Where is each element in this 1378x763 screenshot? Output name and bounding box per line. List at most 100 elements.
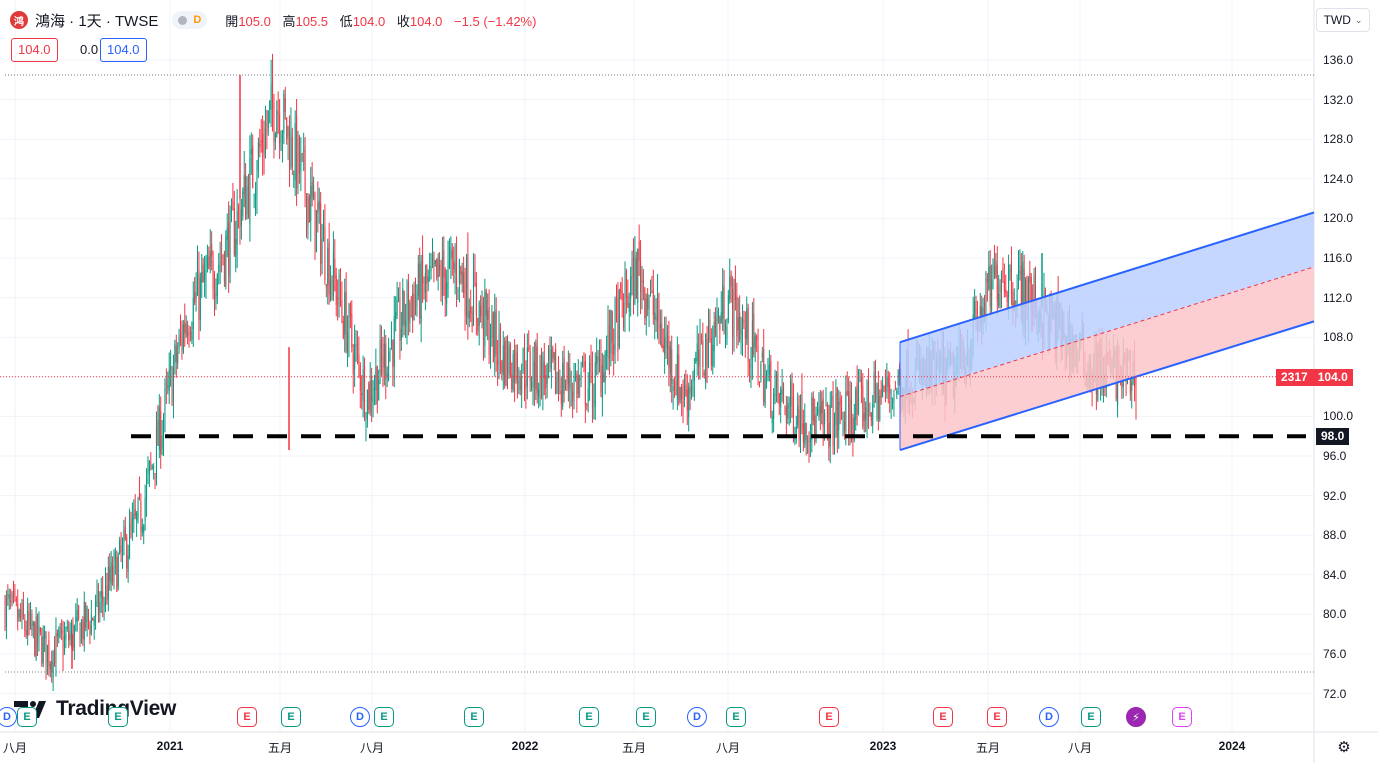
candle-body xyxy=(154,473,156,475)
candle-body xyxy=(573,376,575,397)
earnings-event-icon[interactable]: E xyxy=(579,707,599,727)
candle-body xyxy=(596,355,598,365)
gear-icon[interactable]: ⚙ xyxy=(1337,739,1351,756)
dividend-event-icon[interactable]: D xyxy=(687,707,707,727)
candle-body xyxy=(641,279,643,301)
currency-button[interactable]: TWD ⌄ xyxy=(1316,8,1370,32)
candle-body xyxy=(791,383,793,404)
price-axis-label: 92.0 xyxy=(1323,488,1347,503)
candle-body xyxy=(693,368,695,382)
candle-body xyxy=(474,269,476,287)
candle-body xyxy=(618,289,620,347)
candle-body xyxy=(521,375,523,395)
candle-body xyxy=(853,417,855,436)
candle-body xyxy=(204,269,206,282)
sell-price-box[interactable]: 104.0 xyxy=(11,38,58,62)
candle-body xyxy=(775,374,777,386)
candle-body xyxy=(883,385,885,391)
change-value: −1.5 (−1.42%) xyxy=(454,13,537,29)
earnings-event-icon[interactable]: E xyxy=(237,707,257,727)
candle-body xyxy=(807,440,809,443)
candle-body xyxy=(335,275,337,305)
candle-body xyxy=(859,380,861,382)
candle-body xyxy=(247,184,249,216)
market-status-pill[interactable]: D xyxy=(172,11,208,29)
candle-body xyxy=(715,316,717,336)
candle-body xyxy=(535,342,537,391)
candle-body xyxy=(223,253,225,282)
earnings-event-icon[interactable]: E xyxy=(464,707,484,727)
earnings-event-icon[interactable]: E xyxy=(108,707,128,727)
candle-body xyxy=(890,397,892,399)
dividend-event-icon[interactable]: D xyxy=(350,707,370,727)
candle-body xyxy=(822,398,824,427)
earnings-event-icon[interactable]: E xyxy=(726,707,746,727)
candle-body xyxy=(637,248,639,303)
symbol-title[interactable]: 鴻海 · 1天 · TWSE xyxy=(35,12,159,30)
candle-body xyxy=(105,582,107,600)
earnings-event-icon[interactable]: E xyxy=(987,707,1007,727)
candle-body xyxy=(89,624,91,635)
earnings-event-icon[interactable]: E xyxy=(636,707,656,727)
candle-body xyxy=(582,363,584,366)
candle-body xyxy=(8,594,10,599)
candle-body xyxy=(447,260,449,290)
earnings-event-icon[interactable]: E xyxy=(281,707,301,727)
candle-body xyxy=(246,186,248,215)
candle-body xyxy=(55,632,57,663)
candle-body xyxy=(436,258,438,278)
earnings-event-icon[interactable]: E xyxy=(374,707,394,727)
price-axis-label: 76.0 xyxy=(1323,647,1347,661)
earnings-event-icon[interactable]: E xyxy=(1172,707,1192,727)
earnings-event-icon[interactable]: E xyxy=(17,707,37,727)
candle-body xyxy=(518,381,520,383)
candle-body xyxy=(632,251,634,307)
price-axis-label: 80.0 xyxy=(1323,607,1347,622)
candle-body xyxy=(75,617,77,622)
candle-body xyxy=(239,210,241,235)
candle-body xyxy=(315,210,317,252)
candle-body xyxy=(502,345,504,376)
channel-lower-fill xyxy=(900,266,1314,451)
candle-body xyxy=(681,386,683,399)
candle-body xyxy=(741,322,743,337)
dividend-event-icon[interactable]: D xyxy=(0,707,17,727)
buy-price-box[interactable]: 104.0 xyxy=(100,38,147,62)
candle-body xyxy=(552,347,554,359)
candle-body xyxy=(665,332,667,348)
candle-body xyxy=(463,272,465,293)
candle-body xyxy=(790,380,792,407)
candle-body xyxy=(611,310,613,343)
dividend-event-icon[interactable]: D xyxy=(1039,707,1059,727)
candle-body xyxy=(613,343,615,355)
candle-body xyxy=(614,298,616,351)
candle-body xyxy=(338,275,340,307)
channel-upper-fill xyxy=(900,212,1314,397)
candle-body xyxy=(406,284,408,328)
candle-body xyxy=(172,367,174,401)
candle-body xyxy=(767,369,769,373)
tradingview-logo[interactable]: TradingView xyxy=(14,697,176,721)
split-event-icon[interactable]: ⚡ xyxy=(1126,707,1146,727)
candle-body xyxy=(654,312,656,320)
earnings-event-icon[interactable]: E xyxy=(1081,707,1101,727)
candle-body xyxy=(795,426,797,434)
candle-body xyxy=(467,254,469,318)
symbol-logo-icon[interactable]: 鸿 xyxy=(10,11,28,29)
candle-body xyxy=(808,437,810,444)
candle-body xyxy=(801,390,803,429)
candle-body xyxy=(99,601,101,613)
candle-body xyxy=(624,273,626,330)
candle-body xyxy=(593,401,595,403)
candle-body xyxy=(117,555,119,587)
earnings-event-icon[interactable]: E xyxy=(819,707,839,727)
high-label: 高 xyxy=(282,13,296,29)
earnings-event-icon[interactable]: E xyxy=(933,707,953,727)
candle-body xyxy=(992,258,994,272)
candle-body xyxy=(607,326,609,356)
price-axis-label: 128.0 xyxy=(1323,132,1354,147)
candle-body xyxy=(580,371,582,375)
candle-body xyxy=(849,397,851,432)
candle-body xyxy=(594,362,596,407)
